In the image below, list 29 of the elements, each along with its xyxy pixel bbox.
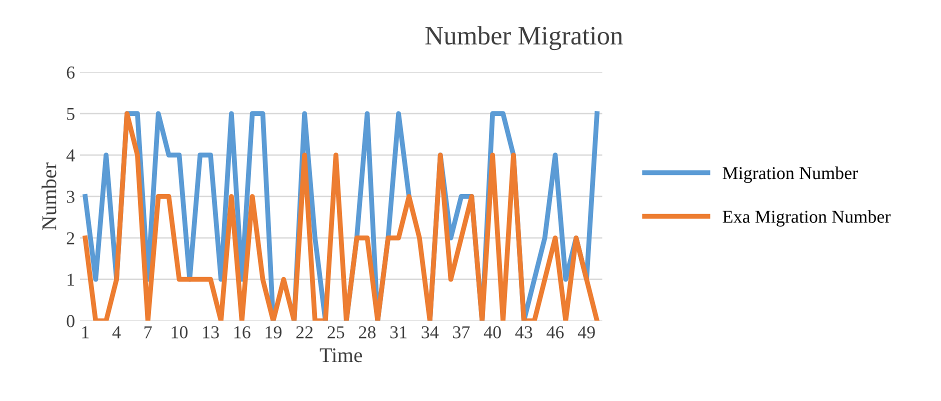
x-axis-title: Time — [320, 348, 362, 362]
x-tick-label: 40 — [484, 326, 501, 338]
y-tick-label: 2 — [66, 232, 74, 244]
x-tick-label: 10 — [172, 326, 188, 338]
y-tick-label: 4 — [66, 149, 75, 162]
x-tick-label: 1 — [82, 326, 89, 338]
y-tick-label: 1 — [68, 274, 74, 286]
legend-label: Exa Migration Number — [722, 210, 891, 227]
y-tick-label: 5 — [67, 108, 74, 120]
y-axis-title: Number — [42, 162, 56, 230]
legend-label: Migration Number — [722, 166, 858, 183]
chart-title: Number Migration — [425, 26, 623, 50]
x-tick-label: 28 — [358, 326, 376, 338]
x-tick-label: 25 — [328, 326, 344, 338]
y-tick-label: 0 — [66, 315, 74, 328]
y-tick-label: 6 — [66, 66, 75, 79]
y-tick-label: 3 — [66, 190, 74, 203]
x-tick-label: 7 — [144, 326, 152, 338]
x-tick-label: 13 — [203, 326, 219, 338]
x-tick-label: 4 — [112, 326, 121, 338]
x-tick-label: 49 — [578, 326, 595, 338]
x-tick-label: 46 — [546, 326, 564, 338]
x-tick-label: 34 — [422, 326, 439, 338]
x-tick-label: 22 — [296, 326, 313, 338]
x-tick-label: 43 — [515, 326, 532, 338]
x-tick-label: 16 — [234, 326, 250, 338]
x-tick-label: 19 — [266, 326, 282, 338]
x-tick-label: 37 — [453, 326, 470, 338]
x-tick-label: 31 — [390, 326, 407, 338]
